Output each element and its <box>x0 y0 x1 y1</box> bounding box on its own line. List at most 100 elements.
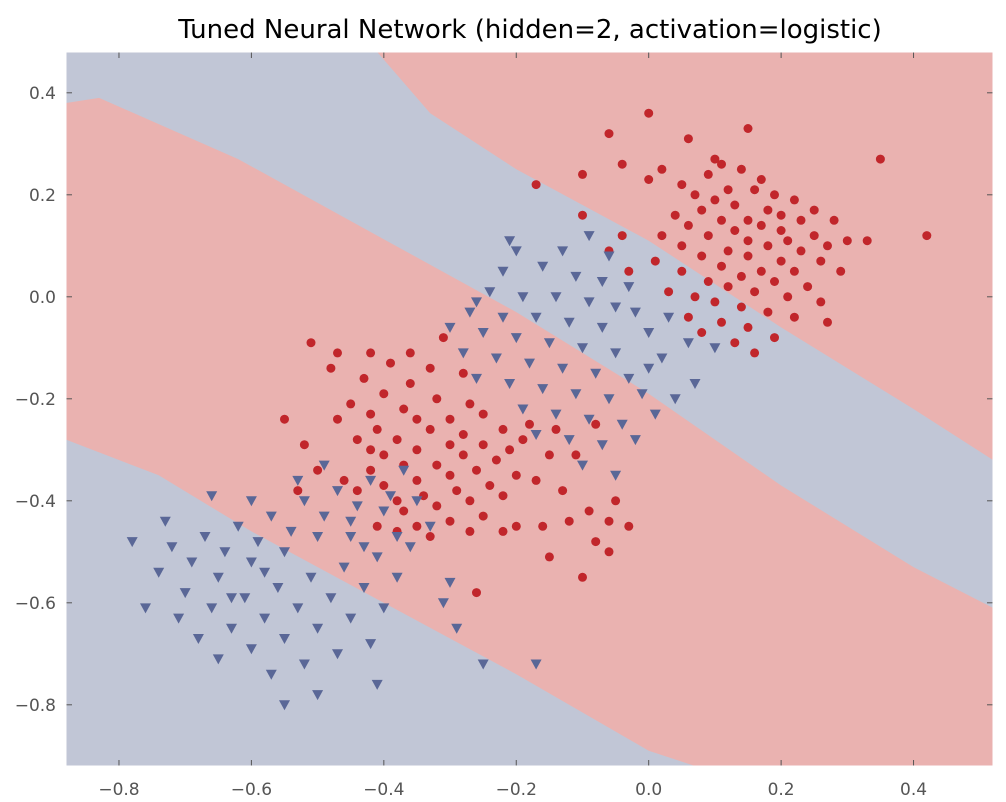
point-circle-137 <box>531 475 541 485</box>
point-triangle-79 <box>252 537 264 548</box>
point-circle-36 <box>730 226 740 235</box>
point-circle-7 <box>617 159 627 169</box>
point-triangle-97 <box>358 583 370 593</box>
point-triangle-21 <box>663 312 675 323</box>
point-circle-0 <box>644 108 654 118</box>
point-triangle-121 <box>206 491 218 502</box>
x-tick-label: 0.4 <box>900 780 927 800</box>
point-circle-108 <box>458 430 468 439</box>
point-triangle-70 <box>232 521 244 532</box>
point-circle-45 <box>862 236 872 246</box>
point-triangle-48 <box>563 435 575 446</box>
point-circle-49 <box>723 246 733 256</box>
point-circle-52 <box>697 251 707 261</box>
y-tick-label: −0.4 <box>15 492 56 512</box>
point-triangle-58 <box>643 363 655 374</box>
point-circle-5 <box>710 154 720 164</box>
point-triangle-8 <box>623 282 635 293</box>
point-triangle-99 <box>212 654 224 665</box>
point-triangle-106 <box>298 659 310 670</box>
point-triangle-51 <box>649 409 661 420</box>
point-circle-31 <box>796 215 806 225</box>
point-circle-22 <box>730 200 740 210</box>
point-circle-21 <box>789 195 799 205</box>
point-circle-128 <box>485 481 495 490</box>
point-circle-162 <box>293 486 303 496</box>
point-circle-99 <box>465 399 475 409</box>
y-tick-label: 0.2 <box>29 186 56 206</box>
point-circle-32 <box>829 215 839 225</box>
point-triangle-113 <box>477 659 489 670</box>
point-circle-106 <box>372 424 382 434</box>
point-circle-34 <box>756 220 766 230</box>
point-circle-59 <box>789 266 799 276</box>
point-circle-107 <box>425 424 435 434</box>
point-triangle-128 <box>391 532 403 542</box>
data-points <box>126 108 932 711</box>
point-circle-153 <box>604 516 614 526</box>
x-tick-label: 0.0 <box>635 780 662 800</box>
point-circle-158 <box>498 526 508 536</box>
point-triangle-6 <box>570 271 582 282</box>
point-triangle-54 <box>577 460 588 471</box>
point-circle-9 <box>736 164 746 174</box>
point-circle-72 <box>816 297 826 307</box>
point-circle-58 <box>756 266 766 276</box>
point-circle-84 <box>750 348 760 358</box>
point-triangle-105 <box>265 669 277 680</box>
point-circle-46 <box>677 241 687 251</box>
point-circle-20 <box>710 195 720 205</box>
point-circle-111 <box>352 435 362 445</box>
point-triangle-120 <box>126 537 138 548</box>
point-circle-38 <box>657 231 667 241</box>
point-circle-25 <box>809 205 819 215</box>
point-triangle-83 <box>385 491 396 502</box>
point-triangle-84 <box>173 613 185 624</box>
point-triangle-100 <box>245 644 257 655</box>
point-triangle-114 <box>530 659 542 670</box>
point-circle-109 <box>498 424 508 434</box>
point-circle-151 <box>571 450 581 460</box>
point-circle-101 <box>366 409 376 419</box>
point-circle-112 <box>445 440 455 450</box>
point-circle-15 <box>531 180 541 190</box>
point-triangle-28 <box>656 353 668 364</box>
point-circle-10 <box>703 169 713 179</box>
decision-region-circle-0 <box>66 97 993 766</box>
chart-title: Tuned Neural Network (hidden=2, activati… <box>177 15 882 45</box>
point-circle-37 <box>617 231 627 241</box>
point-circle-27 <box>578 210 587 220</box>
point-triangle-115 <box>444 577 456 588</box>
point-circle-118 <box>491 455 501 465</box>
point-circle-80 <box>823 317 832 327</box>
point-triangle-91 <box>404 542 416 553</box>
point-triangle-59 <box>140 603 151 614</box>
point-triangle-0 <box>504 236 516 247</box>
point-triangle-125 <box>226 593 237 604</box>
point-circle-60 <box>836 266 846 276</box>
point-circle-166 <box>525 419 534 429</box>
point-triangle-124 <box>437 598 449 609</box>
x-tick-label: −0.4 <box>363 780 404 800</box>
point-circle-93 <box>458 368 468 378</box>
point-triangle-86 <box>239 593 251 604</box>
point-circle-134 <box>498 491 508 501</box>
point-triangle-49 <box>596 440 608 451</box>
point-circle-79 <box>743 322 753 332</box>
point-triangle-57 <box>471 297 482 308</box>
point-circle-115 <box>412 445 422 455</box>
point-circle-90 <box>386 358 395 368</box>
point-circle-145 <box>280 414 289 424</box>
point-circle-97 <box>346 399 356 409</box>
point-circle-157 <box>544 552 554 562</box>
point-circle-53 <box>743 251 753 261</box>
y-tick-label: 0.0 <box>29 288 56 308</box>
point-circle-146 <box>299 440 309 450</box>
point-circle-47 <box>763 241 773 251</box>
point-triangle-3 <box>603 251 615 262</box>
point-circle-3 <box>683 134 693 144</box>
point-triangle-85 <box>206 603 218 614</box>
point-circle-65 <box>770 277 779 286</box>
point-circle-105 <box>333 414 342 424</box>
point-circle-161 <box>472 588 481 598</box>
